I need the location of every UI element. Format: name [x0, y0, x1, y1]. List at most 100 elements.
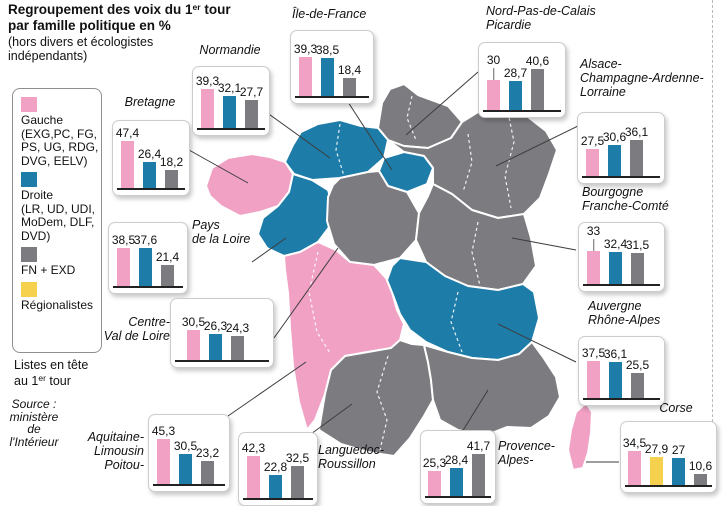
value-ara-gauche: 37,5 [581, 345, 606, 360]
bar-idf-fn [343, 77, 356, 96]
source-note: Source : ministère de l'Intérieur [9, 397, 59, 449]
map-note-line2: au 1er tour [14, 372, 71, 388]
region-label-centre: Centre- Val de Loire [103, 315, 170, 343]
value-bfc-fn: 31,5 [625, 237, 650, 252]
bar-normandie-gauche [201, 88, 214, 128]
region-label-bretagne: Bretagne [124, 95, 176, 109]
value-bfc-gauche: 33 [586, 224, 601, 238]
bar-bfc-fn [631, 252, 644, 284]
legend-label-regionalistes: Régionalistes [21, 297, 94, 312]
chart-idf: 39,3 38,5 18,4 [290, 30, 374, 104]
value-npdc-fn: 40,6 [525, 54, 550, 69]
value-normandie-gauche: 39,3 [195, 73, 220, 88]
value-acal-droite: 30,6 [602, 130, 627, 145]
value-corse-droite: 27 [671, 443, 686, 457]
chart-baseline [582, 175, 660, 178]
legend-detail-droite: (LR, UD, UDI, MoDem, DLF, DVD) [21, 201, 96, 243]
title-subtitle: (hors divers et écologistes indépendants… [8, 34, 154, 63]
bar-paca-gauche [428, 470, 441, 496]
bar-acal-droite [608, 145, 621, 176]
chart-title: Regroupement des voix du 1er tour par fa… [8, 2, 270, 63]
callout-line [227, 361, 307, 417]
legend-swatch-regionalistes [21, 281, 37, 297]
callout-line [251, 237, 287, 263]
france-map [188, 71, 619, 471]
chart-paca: 25,3 28,4 41,7 [420, 430, 496, 504]
chart-baseline [197, 127, 265, 130]
value-centre-fn: 24,3 [225, 320, 250, 335]
bar-ara-fn [631, 372, 644, 398]
bar-centre-fn [231, 335, 244, 360]
region-label-ara: Auvergne Rhône-Alpes [588, 299, 661, 327]
bar-ara-droite [609, 361, 622, 398]
callout-line [347, 101, 393, 171]
bar-npdc-fn [531, 69, 544, 110]
region-label-idf: Île-de-France [292, 7, 367, 21]
callout-line [188, 149, 249, 184]
legend-item-gauche: Gauche (EXG,PC, FG, PS, UG, RDG, DVG, EE… [21, 97, 101, 168]
bar-bfc-gauche [587, 251, 600, 284]
chart-pdll: 38,5 37,6 21,4 [108, 222, 188, 294]
bar-pdll-gauche [117, 247, 130, 286]
legend-label-droite: Droite [21, 188, 54, 203]
chart-normandie: 39,3 32,1 27,7 [192, 66, 270, 136]
value-ara-fn: 25,5 [625, 357, 650, 372]
callout-line [273, 247, 339, 339]
frame-dashed-border [712, 0, 713, 477]
map-note-line1: Listes en tête [14, 358, 89, 372]
chart-bfc: 33 32,4 31,5 [578, 222, 665, 292]
bar-alpc-droite [179, 453, 192, 484]
callout-line [497, 323, 577, 363]
region-label-acal: Alsace- Champagne-Ardenne- Lorraine [580, 57, 704, 99]
value-corse-fn: 10,6 [688, 459, 713, 474]
value-centre-droite: 26,3 [203, 318, 228, 333]
legend-label-fn: FN + EXD [21, 263, 76, 278]
bar-alpc-fn [201, 460, 214, 484]
chart-bretagne: 47,4 26,4 18,2 [112, 120, 190, 196]
map-note: Listes en tête au 1er tour [14, 358, 88, 389]
old-region-boundary [471, 221, 481, 287]
value-alpc-fn: 23,2 [195, 445, 220, 460]
region-label-paca: Provence- Alpes- [498, 439, 555, 467]
chart-baseline [117, 187, 185, 190]
value-bretagne-gauche: 47,4 [115, 125, 140, 140]
value-lrmp-droite: 22,8 [263, 460, 288, 475]
chart-alpc: 45,3 30,5 23,2 [148, 414, 230, 492]
value-corse-gauche: 34,5 [622, 435, 647, 450]
value-bretagne-fn: 18,2 [159, 154, 184, 169]
value-pdll-gauche: 38,5 [111, 232, 136, 247]
chart-baseline [175, 359, 269, 362]
chart-centre: 30,5 26,3 24,3 [170, 298, 274, 368]
value-idf-fn: 18,4 [337, 62, 362, 77]
chart-baseline [483, 109, 561, 112]
value-lrmp-fn: 32,5 [285, 450, 310, 465]
bar-idf-droite [321, 57, 334, 96]
region-label-corse: Corse [659, 401, 693, 415]
bar-pdll-fn [161, 264, 174, 286]
region-label-pdll: Pays de la Loire [192, 218, 251, 246]
old-region-boundary [376, 355, 389, 451]
legend-item-fn: FN + EXD [21, 247, 101, 278]
value-pdll-droite: 37,6 [133, 233, 158, 248]
bar-pdll-droite [139, 248, 152, 286]
value-paca-fn: 41,7 [466, 439, 491, 454]
legend-label-gauche: Gauche [21, 113, 64, 127]
bar-corse-fn [694, 474, 707, 485]
infographic-root: { "title": { "line1_pre": "Regroupement … [8, 0, 717, 506]
value-idf-droite: 38,5 [315, 42, 340, 57]
value-tick [492, 68, 495, 80]
legend-box: Gauche (EXG,PC, FG, PS, UG, RDG, DVG, EE… [12, 88, 102, 353]
bar-corse-regionalistes [650, 457, 663, 485]
bar-bretagne-droite [143, 161, 156, 188]
value-paca-gauche: 25,3 [422, 455, 447, 470]
value-corse-regionalistes: 27,9 [644, 442, 669, 457]
bar-ara-gauche [587, 360, 600, 398]
old-region-boundary [308, 251, 331, 354]
value-acal-gauche: 27,5 [580, 133, 605, 148]
legend-swatch-droite [21, 172, 37, 188]
map-region-pdll [257, 173, 334, 257]
map-region-paca [423, 341, 561, 437]
chart-corse: 34,5 27,9 27 10,6 [620, 421, 717, 493]
value-alpc-droite: 30,5 [173, 438, 198, 453]
value-acal-fn: 36,1 [624, 124, 649, 139]
